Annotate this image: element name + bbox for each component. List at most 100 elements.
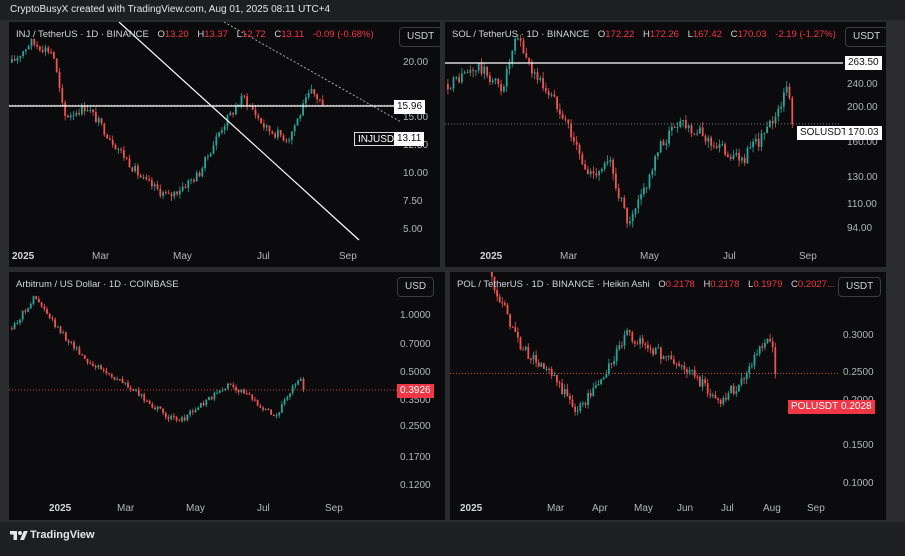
sol-candle [505, 69, 508, 87]
sol-candle [531, 62, 533, 74]
arb-candle [67, 340, 70, 343]
pol-x-tick: Aug [763, 503, 781, 514]
inj-candle [195, 172, 198, 182]
arb-candle [43, 306, 46, 310]
inj-open-label: O [157, 29, 165, 40]
sol-y-tick: 200.00 [847, 102, 878, 113]
pol-chart-svg[interactable] [450, 272, 886, 520]
pol-candle [623, 334, 626, 346]
arb-currency-button[interactable]: USD [397, 277, 435, 297]
pol-candle [701, 379, 704, 387]
inj-candle [296, 118, 299, 126]
inj-dotted-trendline [223, 22, 402, 123]
sol-candle [545, 88, 547, 92]
arb-candle [213, 392, 216, 400]
inj-candle [251, 105, 254, 110]
arb-candle [248, 393, 251, 395]
sol-chart-svg[interactable] [445, 22, 886, 267]
inj-candle [240, 95, 243, 105]
pol-candle [699, 376, 701, 387]
chart-pane-pol[interactable]: POL / TetherUS · 1D · BINANCE · Heikin A… [450, 272, 886, 520]
sol-candle [729, 156, 732, 159]
inj-candle [55, 58, 58, 72]
pol-candle [561, 383, 563, 395]
inj-candle [156, 184, 159, 189]
arb-candle [94, 365, 97, 368]
sol-symbol: SOL / TetherUS · 1D · BINANCE [452, 29, 590, 40]
pol-candle [771, 341, 774, 348]
sol-candle [721, 144, 724, 146]
inj-candle [44, 47, 47, 52]
arb-candle [267, 409, 270, 411]
inj-candle [36, 44, 38, 47]
inj-candle [145, 177, 148, 179]
tradingview-brand: TradingView [30, 529, 95, 541]
arb-candle [119, 379, 121, 381]
inj-chart-svg[interactable] [9, 22, 440, 267]
arb-candle [148, 400, 151, 404]
pol-candle [605, 373, 608, 378]
pol-candle [761, 346, 764, 348]
inj-candle [75, 112, 78, 116]
inj-currency-button[interactable]: USDT [399, 27, 440, 47]
sol-candle [522, 40, 525, 54]
arb-candle [270, 409, 272, 415]
pol-candle [654, 348, 657, 355]
pol-candle [644, 343, 647, 345]
pol-x-tick: Apr [592, 503, 608, 514]
inj-candle [307, 92, 310, 98]
pol-candle [717, 398, 719, 401]
arb-candle [202, 402, 205, 406]
arb-candle [229, 383, 232, 385]
pol-candle [735, 391, 738, 394]
sol-candle [556, 96, 558, 110]
pol-currency-button[interactable]: USDT [838, 277, 882, 297]
chart-pane-sol[interactable]: SOL / TetherUS · 1D · BINANCE O172.22 H1… [445, 22, 886, 267]
arb-candle [262, 407, 264, 410]
sol-candle [570, 123, 572, 138]
chart-pane-inj[interactable]: INJ / TetherUS · 1D · BINANCE O13.20 H13… [9, 22, 440, 267]
sol-currency-button[interactable]: USDT [845, 27, 886, 47]
arb-candle [151, 403, 154, 408]
pol-candle [511, 326, 514, 328]
sol-candle [662, 141, 665, 146]
sol-candle [682, 120, 684, 122]
arb-candle [194, 409, 197, 413]
pol-y-tick: 0.3000 [843, 330, 874, 341]
sol-candle [550, 94, 553, 96]
sol-candle [710, 137, 712, 146]
pol-candle [660, 347, 662, 360]
pol-high-label: H [703, 279, 711, 290]
inj-candle [83, 105, 86, 112]
arb-candle [32, 296, 35, 305]
pol-x-tick: Mar [547, 503, 565, 514]
inj-candle [19, 56, 22, 58]
inj-candle [271, 131, 274, 134]
inj-y-tick: 10.00 [403, 168, 429, 179]
pol-candle [730, 385, 732, 394]
sol-candle [595, 173, 598, 176]
arb-x-tick: May [186, 503, 205, 514]
pol-candle [600, 379, 602, 385]
author-credit: CryptoBusyX created with TradingView.com… [10, 4, 331, 15]
arb-chart-svg[interactable] [9, 272, 445, 520]
inj-candle [268, 125, 271, 132]
inj-candle [246, 96, 248, 106]
pol-candle [732, 385, 735, 394]
chart-pane-arb[interactable]: Arbitrum / US Dollar · 1D · COINBASE USD… [9, 272, 445, 520]
arb-candle [86, 358, 89, 363]
arb-candle [186, 414, 189, 421]
pol-x-tick: Jun [677, 503, 694, 514]
sol-candle [542, 78, 544, 89]
sol-candle [519, 38, 522, 41]
pol-candle [774, 347, 777, 374]
sol-candle [477, 63, 480, 71]
sol-candle [449, 88, 452, 90]
sol-candle [643, 187, 645, 195]
sol-candle [724, 144, 726, 155]
pol-candle [584, 403, 587, 405]
sol-last-price: 170.03 [845, 126, 882, 140]
inj-candle [179, 190, 181, 195]
arb-candle [299, 379, 302, 381]
pol-candle [553, 375, 556, 377]
